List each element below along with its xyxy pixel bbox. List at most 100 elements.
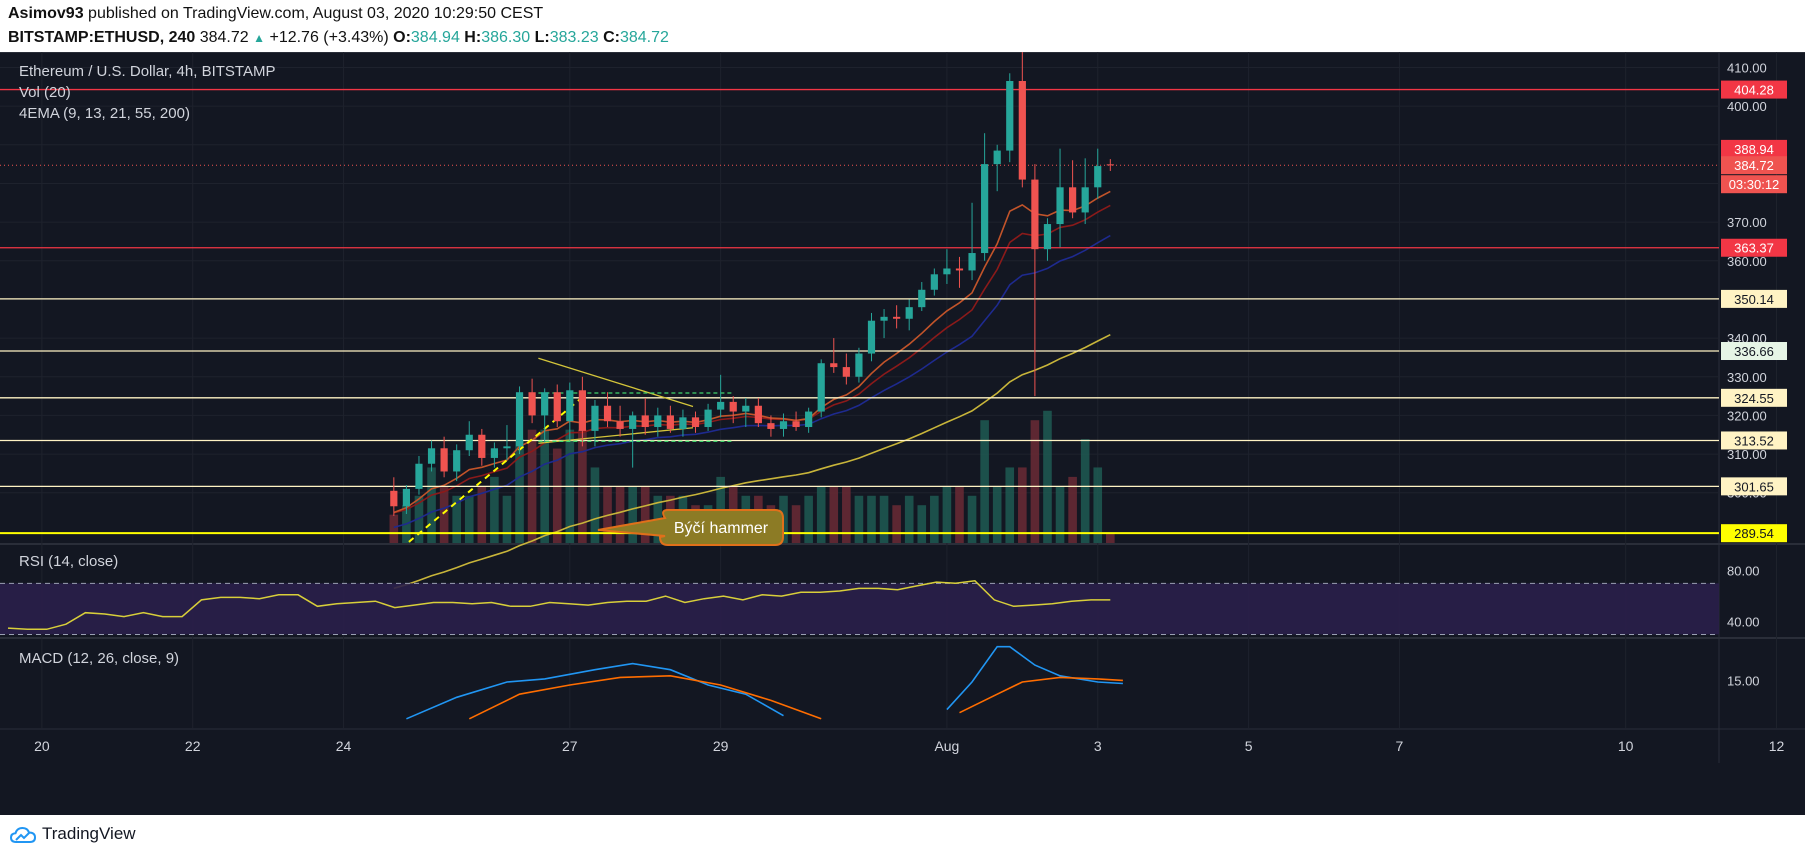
volume-bar (879, 495, 889, 543)
volume-bar (892, 505, 901, 543)
volume-bar (791, 505, 801, 543)
rsi-tick-label: 40.00 (1727, 615, 1760, 630)
candles (390, 52, 1114, 516)
y-tick-label: 310.00 (1727, 447, 1767, 462)
level-tag-bg (1721, 80, 1787, 99)
x-tick-label: 7 (1396, 738, 1404, 754)
volume-bar (552, 448, 562, 543)
ohlc-line: BITSTAMP:ETHUSD, 240 384.72 ▲ +12.76 (+3… (8, 29, 669, 47)
level-tag: 289.54 (1734, 526, 1774, 541)
volume-bar (992, 486, 1002, 543)
level-tag: 350.14 (1734, 292, 1774, 307)
candle-body (792, 421, 800, 428)
macd-signal-line (468, 674, 822, 720)
level-tag: 363.37 (1734, 241, 1774, 256)
chart-area[interactable]: Býčí hammer Ethereum / U.S. Dollar, 4h, B… (0, 52, 1805, 815)
candle-body (541, 392, 549, 416)
volume-legend: Vol (20) (19, 84, 71, 101)
volume-bar (427, 467, 436, 543)
candle-body (893, 316, 901, 319)
low-value: 383.23 (549, 29, 599, 46)
candle-body (1094, 166, 1102, 188)
volume-bar (490, 476, 499, 543)
open-label: O: (393, 29, 411, 46)
triangle-lower-line (538, 427, 694, 444)
tradingview-logo[interactable]: TradingView (9, 824, 136, 844)
volume-bar (804, 495, 813, 543)
close-label: C: (603, 29, 620, 46)
level-tag: 404.28 (1734, 83, 1774, 98)
candle-body (578, 390, 586, 431)
level-tag-bg (1721, 431, 1787, 450)
volume-bar (1055, 486, 1065, 543)
volume-bar (590, 467, 600, 543)
candle-body (805, 411, 813, 428)
high-value: 386.30 (481, 29, 531, 46)
volume-bar (464, 495, 474, 543)
candle-body (1056, 187, 1064, 225)
publisher-name[interactable]: Asimov93 (8, 5, 84, 22)
volume-bars (389, 410, 1115, 543)
annotation-callout: Býčí hammer (597, 509, 784, 546)
chart-title: Ethereum / U.S. Dollar, 4h, BITSTAMP (19, 63, 275, 80)
candle-body (767, 423, 775, 429)
candle-body (867, 320, 876, 354)
published-text: published on TradingView.com, August 03,… (83, 5, 544, 22)
volume-bar (1068, 476, 1077, 543)
level-tag-bg (1721, 289, 1787, 308)
candle-body (905, 307, 913, 319)
volume-bar (1005, 467, 1015, 543)
macd-signal-line (959, 676, 1123, 714)
close-value: 384.72 (619, 29, 669, 46)
volume-bar (854, 495, 864, 543)
y-tick-label: 360.00 (1727, 254, 1767, 269)
candle-body (503, 446, 511, 449)
y-tick-label: 410.00 (1727, 60, 1767, 75)
candle-body (842, 367, 850, 377)
candle-body (453, 450, 461, 472)
rsi-tick-label: 80.00 (1727, 564, 1760, 579)
level-tag-bg (1721, 388, 1787, 407)
x-tick-label: 12 (1769, 738, 1785, 754)
volume-bar (414, 495, 424, 543)
level-tag-bg (1721, 524, 1787, 543)
price-tag-bg (1721, 139, 1787, 158)
level-tag-bg (1721, 342, 1787, 361)
publish-info: Asimov93 published on TradingView.com, A… (8, 5, 543, 23)
volume-bar (829, 486, 839, 543)
candle-body (1031, 179, 1039, 250)
rsi-line (7, 580, 1111, 631)
x-tick-label: 29 (713, 738, 729, 754)
volume-bar (1018, 467, 1027, 543)
x-tick-label: 20 (34, 738, 50, 754)
candle-body (855, 353, 863, 377)
annotation-bubble (597, 509, 784, 546)
candle-body (880, 316, 888, 321)
candle-body (943, 268, 951, 275)
macd-line (406, 662, 784, 720)
price-tag-bg (1721, 156, 1787, 175)
countdown-label: 03:30:12 (1729, 177, 1780, 192)
volume-bar (1093, 467, 1103, 543)
candle-body (993, 150, 1001, 165)
volume-bar (955, 486, 964, 543)
candle-body (1018, 80, 1026, 180)
low-label: L: (534, 29, 550, 46)
candle-body (679, 417, 687, 429)
candle-body (603, 405, 612, 422)
candle-body (465, 434, 473, 451)
candle-body (955, 268, 964, 271)
candle-body (566, 390, 574, 422)
up-triangle-icon: ▲ (253, 31, 266, 45)
volume-bar (1106, 533, 1115, 543)
countdown-bg (1721, 175, 1787, 194)
candle-body (691, 417, 700, 428)
top-border (0, 52, 1805, 53)
header: Asimov93 published on TradingView.com, A… (0, 0, 1805, 52)
candle-body (427, 448, 436, 464)
candle-body (704, 409, 712, 428)
price-tag: 388.94 (1734, 142, 1774, 157)
candle-body (1043, 224, 1052, 250)
symbol-label[interactable]: BITSTAMP:ETHUSD, 240 (8, 29, 196, 46)
x-tick-label: Aug (934, 738, 959, 754)
